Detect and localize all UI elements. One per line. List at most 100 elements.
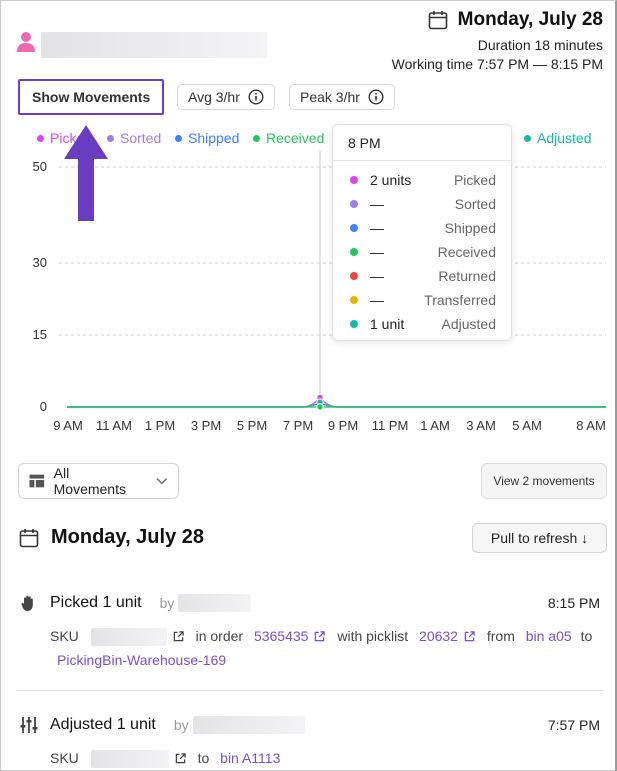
tooltip-value: — <box>370 196 384 212</box>
movement-item[interactable]: Adjusted 1 unit by 7:57 PM SKU to bin A1… <box>18 714 603 770</box>
show-movements-button[interactable]: Show Movements <box>18 79 165 115</box>
to-bin-link[interactable]: bin A1113 <box>220 750 281 766</box>
legend-item-shipped[interactable]: Shipped <box>175 130 239 146</box>
x-tick-label: 1 PM <box>145 418 175 433</box>
external-link-icon[interactable] <box>175 753 186 764</box>
picklist-link[interactable]: 20632 <box>419 628 458 644</box>
sku-label: SKU <box>50 628 79 644</box>
from-bin-link[interactable]: bin a05 <box>525 628 572 644</box>
movement-item[interactable]: Picked 1 unit by 8:15 PM SKU in order 53… <box>18 592 603 672</box>
x-tick-label: 3 PM <box>191 418 221 433</box>
divider <box>18 690 603 691</box>
sku-redacted[interactable] <box>90 750 169 769</box>
movement-title: Adjusted 1 unit <box>50 716 156 733</box>
x-tick-label: 1 AM <box>420 418 450 433</box>
sliders-icon <box>20 717 38 733</box>
legend-dot <box>175 134 182 142</box>
tooltip-series: Transferred <box>424 292 496 308</box>
avg-rate-chip[interactable]: Avg 3/hr <box>177 84 275 110</box>
movement-filter-dropdown[interactable]: All Movements <box>18 463 179 499</box>
tooltip-dot <box>350 296 358 304</box>
x-tick-label: 9 PM <box>328 418 358 433</box>
user-redacted <box>178 594 252 612</box>
info-icon <box>368 89 384 105</box>
legend-dot <box>253 134 260 142</box>
tooltip-value: — <box>370 220 384 236</box>
movement-time: 7:57 PM <box>547 717 600 733</box>
tooltip-value: — <box>370 268 384 284</box>
working-time: Working time 7:57 PM — 8:15 PM <box>391 56 603 72</box>
chart-legend: Picked Sorted Shipped Received Adjusted <box>37 130 603 148</box>
movement-time: 8:15 PM <box>547 595 600 611</box>
tooltip-row-sorted: — Sorted <box>333 192 511 216</box>
movement-by: by <box>173 717 189 733</box>
movement-detail: SKU in order 5365435 with picklist 20632… <box>50 624 603 672</box>
x-tick-label: 5 AM <box>512 418 542 433</box>
external-link-icon[interactable] <box>173 631 184 642</box>
x-tick-label: 11 AM <box>96 418 132 433</box>
avg-rate-label: Avg 3/hr <box>188 89 240 105</box>
x-tick-label: 7 PM <box>283 418 313 433</box>
tooltip-series: Picked <box>453 172 496 188</box>
peak-rate-chip[interactable]: Peak 3/hr <box>289 84 395 110</box>
tooltip-row-adjusted: 1 unit Adjusted <box>333 312 511 336</box>
movement-title: Picked 1 unit <box>50 594 142 611</box>
x-tick-label: 11 PM <box>372 418 409 433</box>
tooltip-row-transferred: — Transferred <box>333 288 511 312</box>
calendar-icon <box>19 528 39 547</box>
y-tick-label: 15 <box>33 327 47 342</box>
legend-dot <box>524 134 531 142</box>
sku-redacted[interactable] <box>90 628 167 647</box>
tooltip-dot <box>350 248 358 256</box>
tooltip-title: 8 PM <box>333 125 511 161</box>
hand-icon <box>21 595 33 611</box>
view-movements-button[interactable]: View 2 movements <box>481 463 607 499</box>
data-point-received <box>316 403 324 411</box>
in-order-text: in order <box>195 628 244 644</box>
legend-label: Shipped <box>188 130 240 146</box>
legend-dot <box>37 134 44 142</box>
tooltip-dot <box>350 272 358 280</box>
legend-item-received[interactable]: Received <box>253 130 324 146</box>
section-header: Monday, July 28 <box>19 526 204 549</box>
tooltip-row-received: — Received <box>333 240 511 264</box>
to-text: to <box>580 628 593 644</box>
user-name-redacted <box>41 32 267 58</box>
external-link-icon[interactable] <box>314 631 326 642</box>
legend-item-sorted[interactable]: Sorted <box>107 130 161 146</box>
y-tick-label: 30 <box>33 255 47 270</box>
tooltip-series: Adjusted <box>441 316 496 332</box>
info-icon <box>248 89 264 105</box>
tooltip-value: 2 units <box>370 172 412 188</box>
pull-to-refresh-button[interactable]: Pull to refresh ↓ <box>472 523 607 553</box>
shift-date: Monday, July 28 <box>457 9 603 30</box>
chart-tooltip: 8 PM 2 units Picked — Sorted — Shipped — Receiv… <box>332 124 512 341</box>
series-line-picked <box>67 396 606 408</box>
shift-duration: Duration 18 minutes <box>477 37 603 53</box>
legend-label: Sorted <box>120 130 162 146</box>
with-picklist-text: with picklist <box>337 628 409 644</box>
layout-icon <box>29 474 45 488</box>
y-tick-label: 50 <box>33 159 47 174</box>
tooltip-dot <box>350 176 358 184</box>
peak-rate-label: Peak 3/hr <box>300 89 360 105</box>
x-tick-label: 9 AM <box>53 418 83 433</box>
tooltip-row-returned: — Returned <box>333 264 511 288</box>
tooltip-dot <box>350 224 358 232</box>
movements-chart[interactable]: 50 30 15 0 9 AM 11 AM 1 PM 3 PM 5 PM 7 PM 9 PM 11 P… <box>1 151 617 441</box>
legend-item-adjusted[interactable]: Adjusted <box>524 130 591 146</box>
legend-label: Received <box>266 130 325 146</box>
to-bin-link[interactable]: PickingBin-Warehouse-169 <box>57 652 227 668</box>
from-text: from <box>486 628 515 644</box>
x-tick-label: 5 PM <box>237 418 267 433</box>
external-link-icon[interactable] <box>464 631 475 642</box>
order-link[interactable]: 5365435 <box>253 628 309 644</box>
x-tick-label: 3 AM <box>466 418 496 433</box>
tooltip-dot <box>350 200 358 208</box>
sku-label: SKU <box>50 750 79 766</box>
tooltip-row-picked: 2 units Picked <box>333 168 511 192</box>
x-tick-label: 8 AM <box>576 418 606 433</box>
calendar-icon <box>428 11 447 30</box>
chevron-down-icon <box>156 478 168 485</box>
